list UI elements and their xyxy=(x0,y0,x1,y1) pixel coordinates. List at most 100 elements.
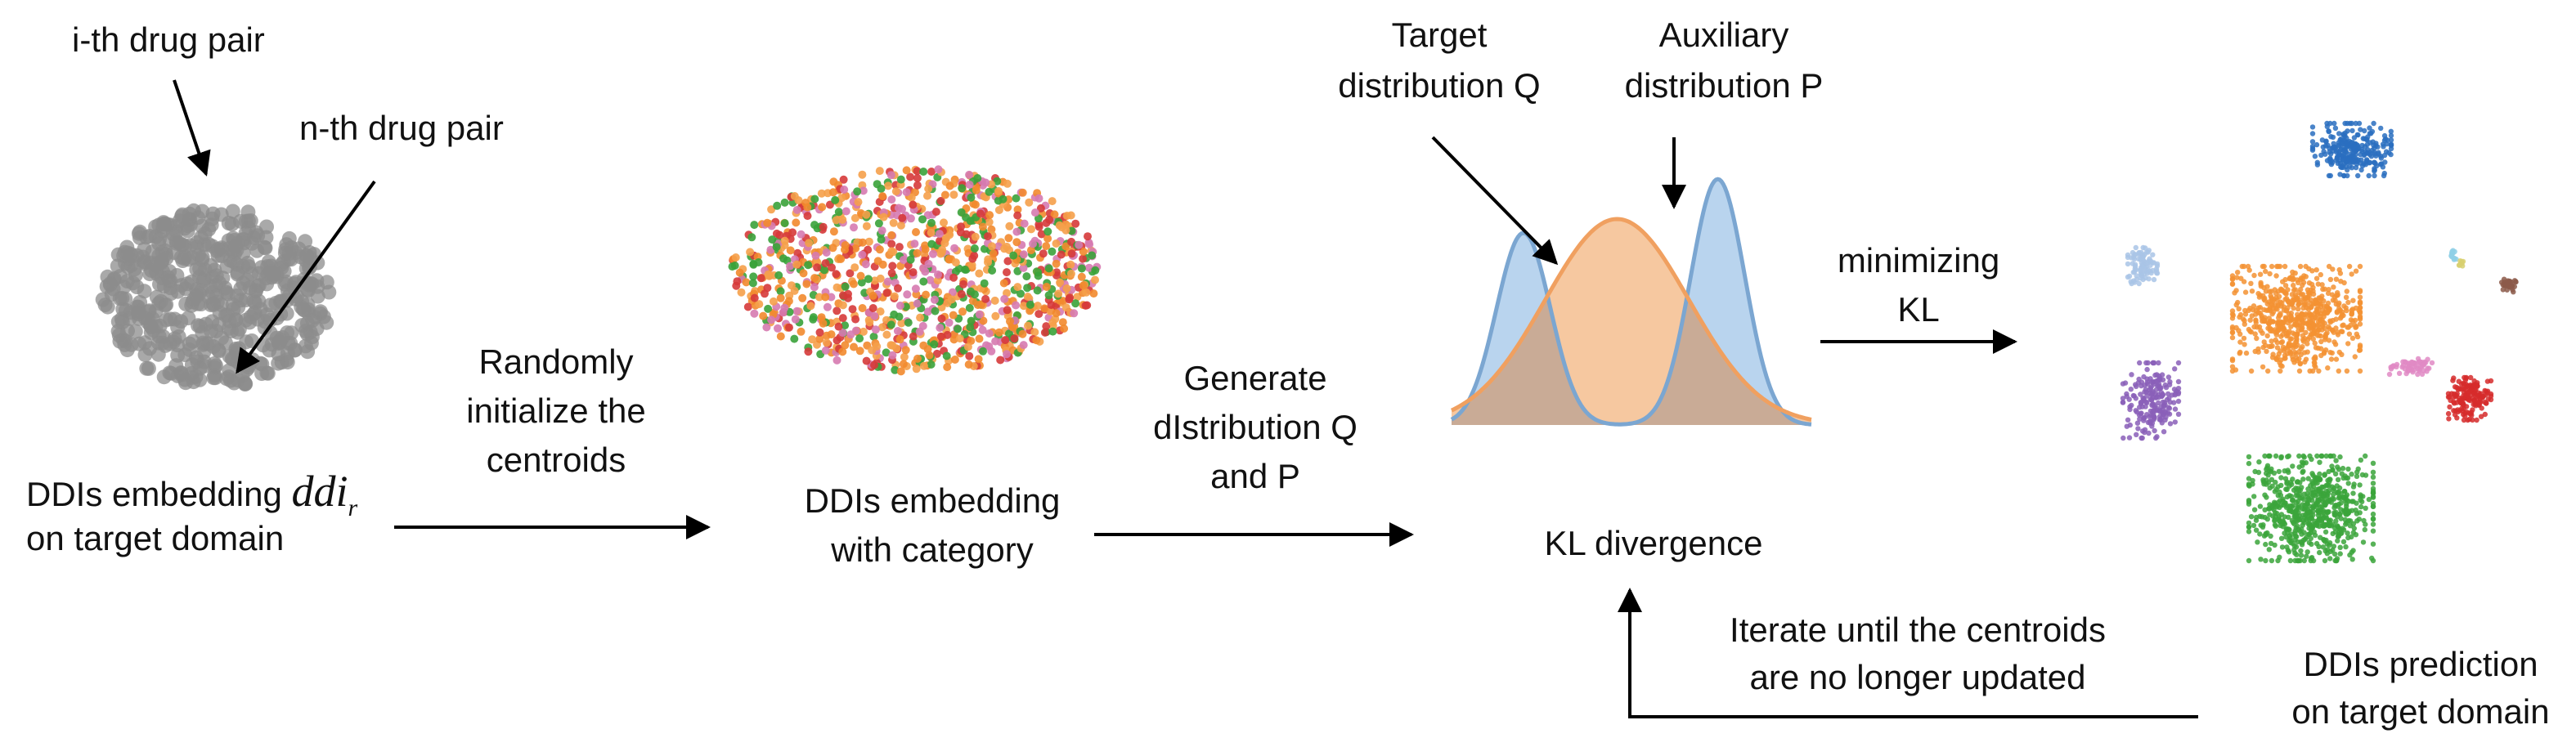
cluster-point xyxy=(2278,475,2284,481)
cluster-point xyxy=(2286,453,2291,459)
category-point xyxy=(975,334,984,343)
cluster-point xyxy=(2332,125,2339,131)
category-point xyxy=(764,304,773,313)
category-point xyxy=(981,178,990,187)
category-point xyxy=(876,274,885,283)
cluster-point xyxy=(2171,400,2177,405)
category-point xyxy=(957,208,966,217)
category-point xyxy=(902,188,911,197)
cluster-point xyxy=(2322,472,2327,477)
category-point xyxy=(940,218,948,227)
category-point xyxy=(906,172,915,181)
cluster-point xyxy=(2457,262,2462,268)
cluster-point xyxy=(2264,348,2269,355)
cluster-point xyxy=(2343,163,2349,169)
category-point xyxy=(1083,301,1092,310)
cluster-point xyxy=(2300,282,2305,289)
category-point xyxy=(875,167,884,176)
category-point xyxy=(792,205,801,214)
category-point xyxy=(797,230,806,239)
category-point xyxy=(994,328,1003,337)
category-point xyxy=(798,293,807,302)
cluster-point xyxy=(2299,327,2304,333)
category-point xyxy=(815,293,824,302)
cluster-point xyxy=(2312,532,2318,539)
cluster-point xyxy=(2500,287,2506,293)
category-point xyxy=(912,228,920,236)
cluster-point xyxy=(2270,351,2276,357)
label-generate-3: and P xyxy=(1210,457,1300,495)
cluster-point xyxy=(2150,395,2156,400)
cluster-point xyxy=(2468,374,2474,381)
category-point xyxy=(743,302,752,311)
cluster-point xyxy=(2480,394,2486,400)
category-point xyxy=(945,181,954,190)
category-point xyxy=(911,284,920,293)
category-point xyxy=(1022,272,1031,281)
category-point xyxy=(957,289,966,298)
cluster-point xyxy=(2248,514,2255,520)
category-point xyxy=(967,193,976,202)
cluster-point xyxy=(2284,333,2290,339)
category-point xyxy=(857,278,866,287)
cluster-point xyxy=(2337,512,2343,517)
category-point xyxy=(848,305,857,314)
cluster-point xyxy=(2306,280,2313,286)
category-point xyxy=(1042,218,1051,227)
category-point xyxy=(996,356,1005,365)
cluster-point xyxy=(2264,333,2270,339)
cluster-point xyxy=(2300,468,2306,474)
cluster-point xyxy=(2415,371,2421,378)
category-point xyxy=(965,170,974,179)
cluster-point xyxy=(2269,338,2274,344)
cluster-point xyxy=(2453,392,2458,398)
cluster-point xyxy=(2353,305,2359,311)
cluster-point xyxy=(2127,406,2133,413)
category-point xyxy=(921,267,930,276)
cluster-point xyxy=(2316,508,2322,515)
category-point xyxy=(837,255,846,263)
cluster-point xyxy=(2326,263,2332,270)
cluster-point xyxy=(2313,275,2320,281)
cluster-point xyxy=(2312,360,2318,366)
cluster-point xyxy=(2288,324,2294,329)
cluster-point xyxy=(2172,366,2178,372)
cluster-point xyxy=(2357,300,2363,306)
category-point xyxy=(849,280,858,289)
category-point xyxy=(818,203,827,212)
category-point xyxy=(974,355,983,364)
cluster-point xyxy=(2358,167,2364,173)
cluster-point xyxy=(2314,162,2321,168)
cluster-point xyxy=(2467,411,2474,417)
cluster-point xyxy=(2346,263,2353,270)
cluster-point xyxy=(2175,411,2182,417)
cluster-point xyxy=(2368,131,2374,136)
category-point xyxy=(981,294,990,303)
category-point xyxy=(850,213,859,222)
cluster-point xyxy=(2285,467,2291,473)
cluster-point xyxy=(2358,127,2363,132)
category-point xyxy=(790,334,799,343)
category-point xyxy=(768,235,777,244)
cluster-point xyxy=(2280,498,2286,504)
category-point xyxy=(937,314,946,323)
cluster-point xyxy=(2357,321,2363,327)
embedding-point xyxy=(168,233,184,248)
cluster-point xyxy=(2388,132,2394,139)
category-point xyxy=(834,322,843,331)
cluster-point xyxy=(2278,368,2283,374)
category-point xyxy=(805,239,814,248)
category-point xyxy=(862,221,871,230)
cluster-point xyxy=(2138,382,2144,389)
category-point xyxy=(776,293,785,302)
category-point xyxy=(940,190,949,199)
category-point xyxy=(994,206,1003,214)
category-point xyxy=(1052,239,1061,248)
cluster-point xyxy=(2326,128,2331,135)
category-point xyxy=(1048,318,1057,327)
cluster-point xyxy=(2471,382,2477,387)
category-point xyxy=(899,256,908,264)
cluster-point xyxy=(2286,549,2292,555)
embedding-point xyxy=(194,218,209,234)
cluster-point xyxy=(2120,435,2126,441)
